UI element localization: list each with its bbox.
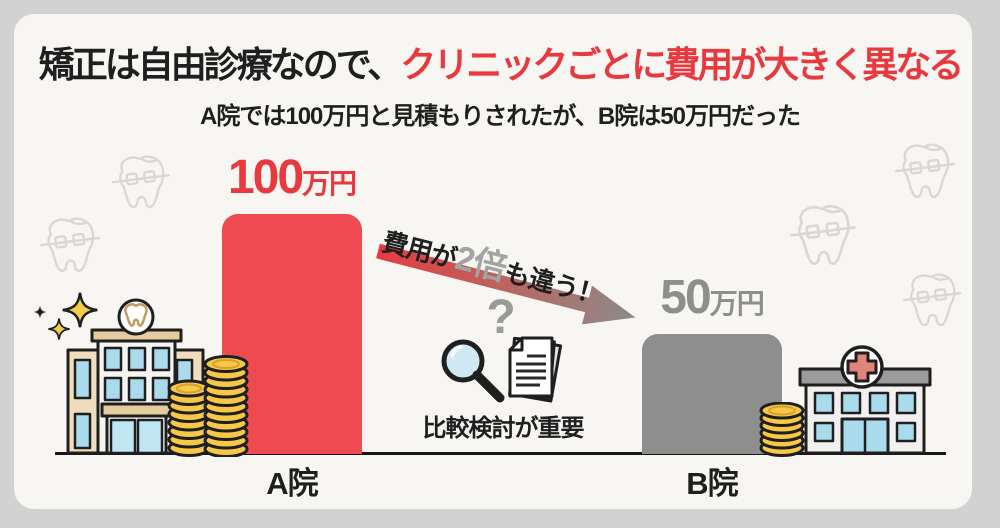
tooth-braces-icon [40, 212, 100, 276]
category-label: B院 [686, 466, 738, 501]
value-unit: 万円 [302, 168, 357, 199]
category-label: A院 [266, 466, 318, 501]
clinic-b-building-icon [798, 345, 932, 455]
value-label: 50万円 [602, 270, 822, 325]
tooth-braces-icon [903, 267, 961, 331]
tooth-braces-icon [895, 140, 955, 200]
x-axis-baseline [55, 452, 946, 455]
magnifier-icon [441, 339, 505, 403]
value-label: 100万円 [182, 150, 402, 205]
tooth-braces-icon [790, 200, 856, 268]
arrow-icon [376, 243, 636, 325]
question-mark: ? [486, 291, 516, 344]
sparkle-icon [33, 305, 47, 319]
tooth-braces-icon [112, 148, 170, 214]
value-number: 100 [227, 151, 304, 204]
bar-B院 [642, 334, 782, 454]
value-number: 50 [660, 271, 711, 324]
coin-stack-icon [167, 355, 249, 457]
title-black: 矯正は自由診療なので、 [38, 44, 404, 85]
page-title: 矯正は自由診療なので、クリニックごとに費用が大きく異なる [0, 36, 1000, 88]
page-subtitle: A院では100万円と見積もりされたが、B院は50万円だった [200, 103, 801, 130]
coin-stack-icon [759, 402, 805, 457]
sparkle-icon [62, 292, 98, 328]
comparison-note-label: 比較検討が重要 [422, 415, 585, 442]
sparkle-icon [48, 318, 70, 340]
value-unit: 万円 [709, 288, 765, 319]
documents-icon [508, 336, 563, 403]
title-red: クリニックごとに費用が大きく異なる [400, 44, 964, 85]
